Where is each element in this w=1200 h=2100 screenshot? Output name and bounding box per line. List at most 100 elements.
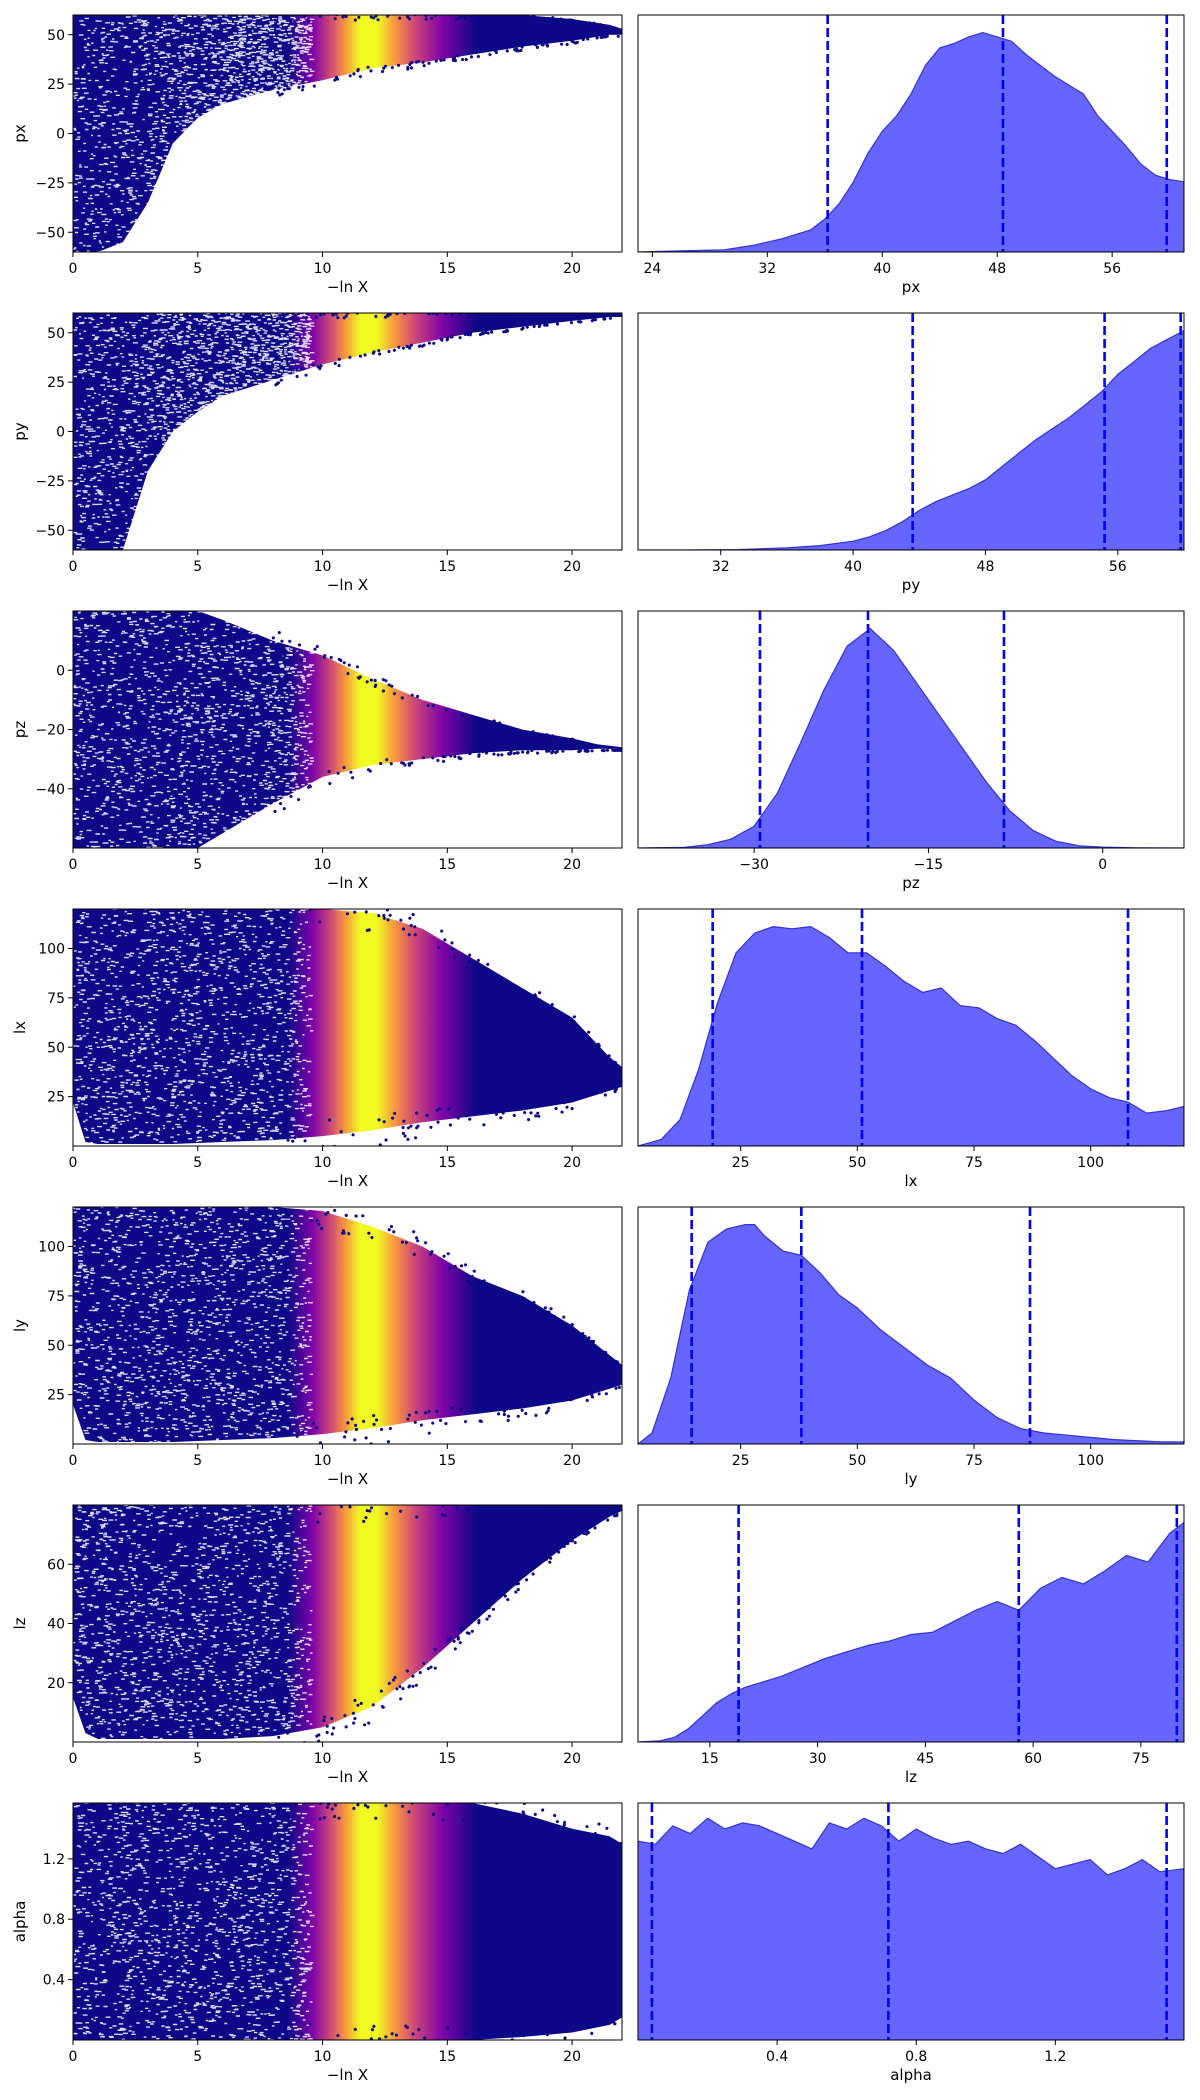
px-marginal-kde-area bbox=[638, 32, 1184, 252]
alpha-marginal-panel: 0.4 0.8 1.2 alpha bbox=[637, 1802, 1185, 2084]
lx-marginal-panel: 25 50 75 100 lx bbox=[637, 908, 1185, 1190]
ly-marginal-panel: 25 50 75 100 ly bbox=[637, 1206, 1185, 1488]
px-marginal-xtick-label: 32 bbox=[758, 261, 776, 277]
pz-trace-xtick-label: 20 bbox=[563, 857, 581, 873]
pz-trace-ytick-label: −20 bbox=[35, 723, 65, 739]
alpha-trace-sample-region bbox=[73, 1803, 622, 2040]
py-trace-ytick-label: 0 bbox=[56, 425, 65, 441]
lz-trace-xtick-label: 15 bbox=[438, 1751, 456, 1767]
pz-trace-point-gaps bbox=[73, 611, 315, 848]
py-trace-xtick-label: 5 bbox=[193, 559, 202, 575]
ly-marginal-frame bbox=[637, 1206, 1185, 1445]
ly-trace-ytick-label: 50 bbox=[47, 1338, 65, 1354]
lz-trace-ytick-label: 40 bbox=[47, 1617, 65, 1633]
alpha-marginal-xlabel: alpha bbox=[890, 2066, 932, 2084]
alpha-trace-xtick-label: 20 bbox=[563, 2049, 581, 2065]
alpha-trace-ylabel: alpha bbox=[11, 1901, 29, 1943]
ly-trace-ylabel: ly bbox=[11, 1319, 29, 1332]
alpha-trace-point-gaps bbox=[73, 1803, 315, 2040]
lz-trace-ytick-label: 60 bbox=[47, 1557, 65, 1573]
lx-trace-ytick-label: 100 bbox=[38, 942, 65, 958]
alpha-marginal-kde-area bbox=[638, 1817, 1184, 2040]
lx-trace-frame bbox=[72, 908, 623, 1147]
lz-marginal-frame bbox=[637, 1504, 1185, 1743]
alpha-marginal-frame bbox=[637, 1802, 1185, 2041]
px-trace-points bbox=[73, 15, 622, 252]
py-trace-xtick-label: 10 bbox=[314, 559, 332, 575]
px-marginal-xtick-label: 56 bbox=[1103, 261, 1121, 277]
px-trace-sample-region bbox=[73, 15, 622, 252]
ly-trace-ytick-label: 75 bbox=[47, 1289, 65, 1305]
px-marginal-xtick-label: 48 bbox=[988, 261, 1006, 277]
px-trace-ytick-label: 0 bbox=[56, 127, 65, 143]
py-marginal-xlabel: py bbox=[902, 576, 921, 594]
ly-marginal-xlabel: ly bbox=[904, 1470, 917, 1488]
lz-trace-xtick-label: 10 bbox=[314, 1751, 332, 1767]
px-trace-xlabel: −ln X bbox=[327, 278, 368, 296]
py-trace-ytick-label: 50 bbox=[47, 326, 65, 342]
alpha-trace-ytick-label: 0.8 bbox=[43, 1912, 65, 1928]
py-trace-point-gaps bbox=[73, 313, 315, 550]
lx-trace-ytick-label: 75 bbox=[47, 991, 65, 1007]
px-marginal-frame bbox=[637, 14, 1185, 253]
alpha-marginal-xtick-label: 1.2 bbox=[1044, 2049, 1066, 2065]
alpha-trace-xlabel: −ln X bbox=[327, 2066, 368, 2084]
lx-marginal-xtick-label: 50 bbox=[848, 1155, 866, 1171]
pz-trace-ytick-label: −40 bbox=[35, 782, 65, 798]
lz-marginal-xtick-label: 45 bbox=[916, 1751, 934, 1767]
ly-trace-ytick-label: 100 bbox=[38, 1240, 65, 1256]
lz-trace-xtick-label: 5 bbox=[193, 1751, 202, 1767]
pz-marginal-kde-area bbox=[638, 628, 1184, 848]
lx-marginal-frame bbox=[637, 908, 1185, 1147]
ly-trace-frame bbox=[72, 1206, 623, 1445]
py-trace-ytick-label: −50 bbox=[35, 523, 65, 539]
py-marginal-xtick-label: 40 bbox=[844, 559, 862, 575]
py-trace-panel: 0 5 10 15 20 −50 −25 0 25 50 py −ln X bbox=[11, 312, 623, 594]
lx-trace-ytick-label: 50 bbox=[47, 1040, 65, 1056]
lz-trace-xlabel: −ln X bbox=[327, 1768, 368, 1786]
alpha-trace-frame bbox=[72, 1802, 623, 2041]
alpha-trace-points bbox=[73, 1803, 622, 2040]
px-marginal-xlabel: px bbox=[902, 278, 921, 296]
lz-marginal-xtick-label: 30 bbox=[809, 1751, 827, 1767]
px-trace-ylabel: px bbox=[11, 124, 29, 143]
pz-marginal-xtick-label: −30 bbox=[739, 857, 769, 873]
lx-marginal-xlabel: lx bbox=[904, 1172, 917, 1190]
lz-trace-points bbox=[73, 1505, 622, 1742]
px-trace-xtick-label: 20 bbox=[563, 261, 581, 277]
px-marginal-xtick-label: 24 bbox=[643, 261, 661, 277]
px-trace-xtick-label: 10 bbox=[314, 261, 332, 277]
ly-marginal-xtick-label: 100 bbox=[1077, 1453, 1104, 1469]
lz-marginal-panel: 15 30 45 60 75 lz bbox=[637, 1504, 1185, 1786]
ly-trace-ytick-label: 25 bbox=[47, 1388, 65, 1404]
lx-trace-ylabel: lx bbox=[11, 1021, 29, 1034]
lz-trace-xtick-label: 0 bbox=[69, 1751, 78, 1767]
alpha-trace-xtick-label: 5 bbox=[193, 2049, 202, 2065]
ly-marginal-xtick-label: 50 bbox=[848, 1453, 866, 1469]
ly-trace-xtick-label: 5 bbox=[193, 1453, 202, 1469]
ly-trace-panel: 0 5 10 15 20 25 50 75 100 ly −ln X bbox=[11, 1206, 623, 1488]
py-marginal-xtick-label: 48 bbox=[977, 559, 995, 575]
ly-marginal-xtick-label: 25 bbox=[732, 1453, 750, 1469]
px-marginal-xtick-label: 40 bbox=[873, 261, 891, 277]
lz-marginal-kde-area bbox=[638, 1522, 1184, 1742]
pz-trace-ytick-label: 0 bbox=[56, 663, 65, 679]
py-trace-sample-region bbox=[73, 313, 622, 550]
lz-trace-xtick-label: 20 bbox=[563, 1751, 581, 1767]
pz-marginal-xtick-label: −15 bbox=[914, 857, 944, 873]
ly-marginal-kde-area bbox=[638, 1224, 1184, 1444]
ly-trace-xtick-label: 10 bbox=[314, 1453, 332, 1469]
py-trace-ytick-label: −25 bbox=[35, 474, 65, 490]
alpha-marginal-xtick-label: 0.8 bbox=[905, 2049, 927, 2065]
px-marginal-panel: 24 32 40 48 56 px bbox=[637, 14, 1185, 296]
px-trace-xtick-label: 0 bbox=[69, 261, 78, 277]
ly-trace-sample-region bbox=[73, 1207, 622, 1442]
px-trace-ytick-label: 50 bbox=[47, 28, 65, 44]
lx-trace-xtick-label: 15 bbox=[438, 1155, 456, 1171]
lx-trace-sample-region bbox=[73, 909, 622, 1144]
py-trace-xtick-label: 15 bbox=[438, 559, 456, 575]
lz-trace-ytick-label: 20 bbox=[47, 1676, 65, 1692]
ly-trace-point-gaps bbox=[73, 1207, 313, 1443]
pz-marginal-panel: −30 −15 0 pz bbox=[637, 610, 1185, 892]
ly-trace-outlier-points bbox=[272, 1207, 622, 1444]
